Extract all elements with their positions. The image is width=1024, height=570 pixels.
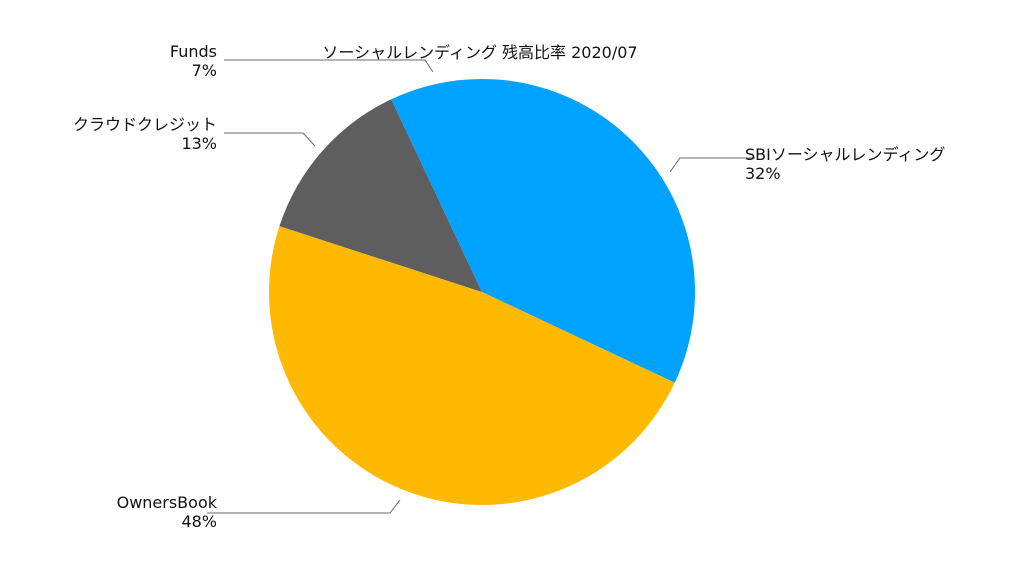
slice-percent-label: 7% bbox=[192, 61, 217, 80]
pie-slices bbox=[269, 79, 695, 505]
pie-slice bbox=[279, 99, 482, 292]
slice-category-label: Funds bbox=[170, 42, 217, 61]
leader-line bbox=[207, 499, 401, 514]
slice-category-label: OwnersBook bbox=[117, 493, 218, 512]
leader-line bbox=[224, 59, 434, 73]
leader-line bbox=[224, 132, 316, 147]
leader-lines bbox=[207, 59, 755, 514]
pie-slice bbox=[391, 79, 482, 292]
slice-percent-label: 48% bbox=[181, 512, 217, 531]
slice-category-label: SBIソーシャルレンディング bbox=[745, 145, 945, 164]
chart-title: ソーシャルレンディング 残高比率 2020/07 bbox=[322, 43, 637, 62]
leader-line bbox=[669, 157, 755, 173]
slice-category-label: クラウドクレジット bbox=[73, 115, 217, 134]
pie-slice bbox=[482, 79, 695, 383]
slice-percent-label: 13% bbox=[181, 134, 217, 153]
slice-percent-label: 32% bbox=[745, 164, 781, 183]
pie-slice bbox=[269, 226, 675, 505]
